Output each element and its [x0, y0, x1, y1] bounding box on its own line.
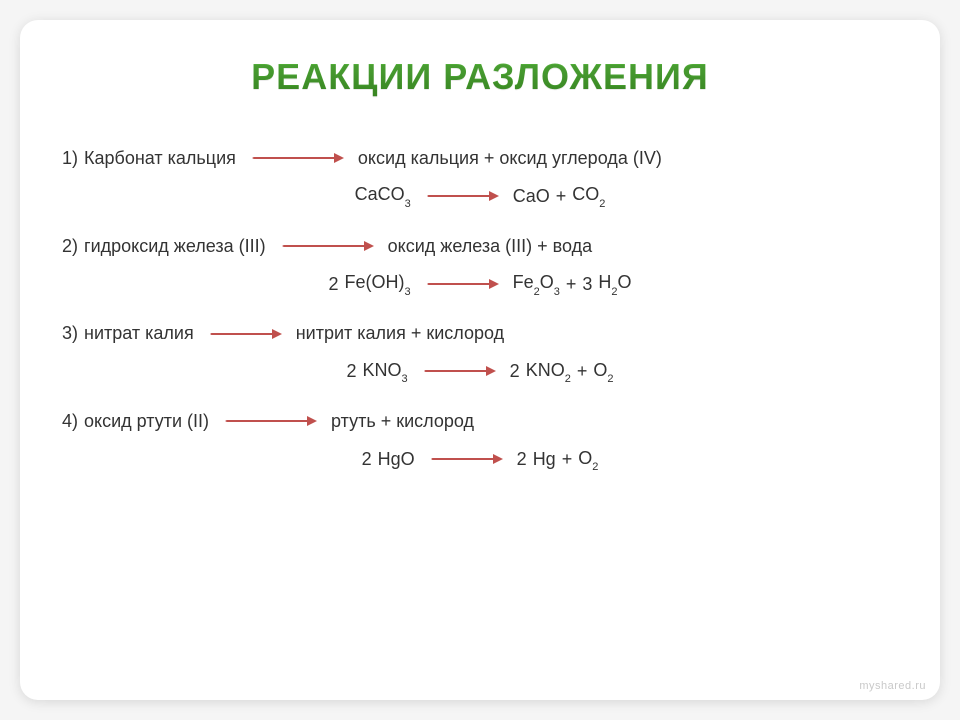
- reaction-number: 3): [62, 321, 78, 345]
- footer-watermark: myshared.ru: [859, 680, 926, 692]
- plus: +: [562, 447, 573, 471]
- formula: CaO: [513, 184, 550, 208]
- arrow-icon: [427, 195, 497, 197]
- formula: Hg: [533, 447, 556, 471]
- reaction-chem-row: 2 HgO 2 Hg + O2: [62, 446, 898, 473]
- coef: 2: [517, 447, 527, 471]
- formula: KNO3: [363, 358, 408, 385]
- coef: 2: [328, 272, 338, 296]
- arrow-icon: [210, 333, 280, 335]
- arrow-icon: [431, 458, 501, 460]
- formula: KNO2: [526, 358, 571, 385]
- formula: CaCO3: [355, 182, 411, 209]
- formula: O2: [593, 358, 613, 385]
- plus: +: [556, 184, 567, 208]
- reactant-words: нитрат калия: [84, 321, 194, 345]
- reaction-chem-row: 2 KNO3 2 KNO2 + O2: [62, 358, 898, 385]
- arrow-icon: [424, 370, 494, 372]
- reaction-number: 4): [62, 409, 78, 433]
- arrow-icon: [427, 283, 497, 285]
- reactant-words: Карбонат кальция: [84, 146, 236, 170]
- product-words: ртуть + кислород: [331, 409, 474, 433]
- reaction-word-row: 3) нитрат калия нитрит калия + кислород: [62, 321, 898, 345]
- coef: 2: [347, 359, 357, 383]
- product-words: оксид железа (III) + вода: [388, 234, 592, 258]
- plus: +: [577, 359, 588, 383]
- reaction-word-row: 1) Карбонат кальция оксид кальция + окси…: [62, 146, 898, 170]
- slide-title: РЕАКЦИИ РАЗЛОЖЕНИЯ: [62, 56, 898, 98]
- coef: 2: [510, 359, 520, 383]
- formula: Fe2O3: [513, 270, 560, 297]
- formula: CO2: [572, 182, 605, 209]
- reaction-number: 1): [62, 146, 78, 170]
- reaction-number: 2): [62, 234, 78, 258]
- coef: 3: [582, 272, 592, 296]
- formula: Fe(OH)3: [344, 270, 410, 297]
- reaction-chem-row: CaCO3 CaO + CO2: [62, 182, 898, 209]
- plus: +: [566, 272, 577, 296]
- formula: O2: [578, 446, 598, 473]
- slide: РЕАКЦИИ РАЗЛОЖЕНИЯ 1) Карбонат кальция о…: [20, 20, 940, 700]
- formula: HgO: [378, 447, 415, 471]
- product-words: нитрит калия + кислород: [296, 321, 504, 345]
- arrow-icon: [252, 157, 342, 159]
- reactions-body: 1) Карбонат кальция оксид кальция + окси…: [62, 146, 898, 473]
- reaction-word-row: 4) оксид ртути (II) ртуть + кислород: [62, 409, 898, 433]
- arrow-icon: [282, 245, 372, 247]
- arrow-icon: [225, 420, 315, 422]
- reactant-words: гидроксид железа (III): [84, 234, 266, 258]
- product-words: оксид кальция + оксид углерода (IV): [358, 146, 662, 170]
- formula: H2O: [598, 270, 631, 297]
- reaction-chem-row: 2 Fe(OH)3 Fe2O3 + 3 H2O: [62, 270, 898, 297]
- reactant-words: оксид ртути (II): [84, 409, 209, 433]
- coef: 2: [362, 447, 372, 471]
- reaction-word-row: 2) гидроксид железа (III) оксид железа (…: [62, 234, 898, 258]
